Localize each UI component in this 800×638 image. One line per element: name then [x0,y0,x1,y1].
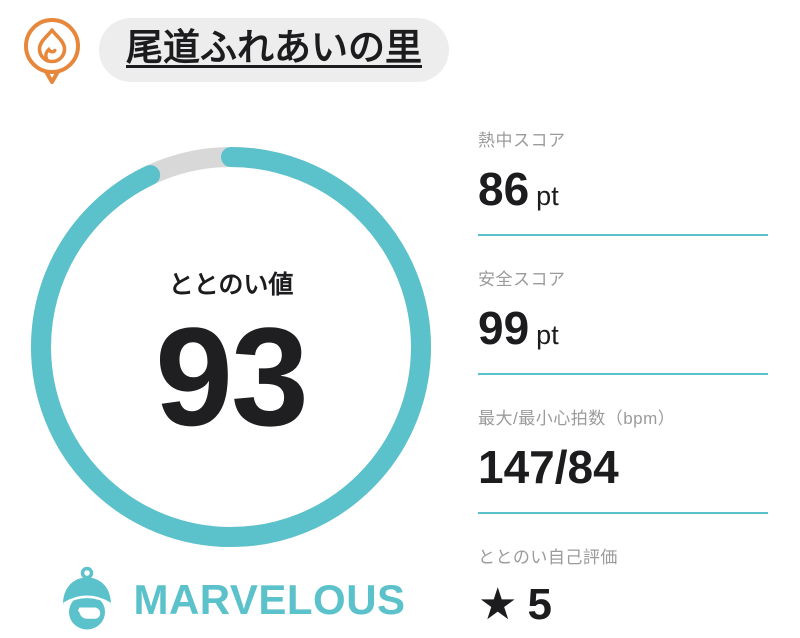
totonoi-gauge: ととのい値 93 [31,147,431,547]
divider [478,233,768,236]
flame-pin-icon [24,18,80,84]
self-rating-value: 5 [527,579,552,629]
stat-label: 熱中スコア [478,131,566,150]
facility-name-pill[interactable]: 尾道ふれあいの里 [99,18,449,82]
divider [478,511,768,514]
verdict-row: MARVELOUS [31,566,431,634]
stat-safety-score: 安全スコア 99 pt [478,269,768,354]
header: 尾道ふれあいの里 [18,14,449,86]
gauge-label: ととのい値 [168,271,294,299]
stats-panel: 熱中スコア 86 pt 安全スコア 99 pt 最大/最小心拍数（bpm） 147/… [478,130,768,629]
heat-score-value: 86 [478,163,530,216]
stat-label: ととのい自己評価 [478,547,618,567]
facility-name: 尾道ふれあいの里 [126,27,422,69]
gauge-progress-arc [31,147,431,547]
stat-label: 最大/最小心拍数（bpm） [478,408,676,428]
safety-score-unit: pt [536,320,559,351]
stat-heat-score: 熱中スコア 86 pt [478,130,768,215]
stat-value: ★ 5 [478,579,768,629]
verdict-text: MARVELOUS [133,576,406,623]
sauna-hat-mascot-icon [63,566,112,630]
safety-score-value: 99 [478,302,530,355]
stat-value: 86 pt [478,164,768,215]
divider [478,372,768,375]
stat-self-rating: ととのい自己評価 ★ 5 [478,547,768,630]
stat-value: 147/84 [478,442,768,493]
stat-heart-rate: 最大/最小心拍数（bpm） 147/84 [478,408,768,493]
gauge-value: 93 [155,298,309,455]
gauge-ring [31,147,431,547]
heat-score-unit: pt [536,181,559,212]
stat-value: 99 pt [478,303,768,354]
stat-label: 安全スコア [478,269,566,289]
star-icon: ★ [478,579,518,629]
heart-rate-value: 147/84 [478,440,619,493]
